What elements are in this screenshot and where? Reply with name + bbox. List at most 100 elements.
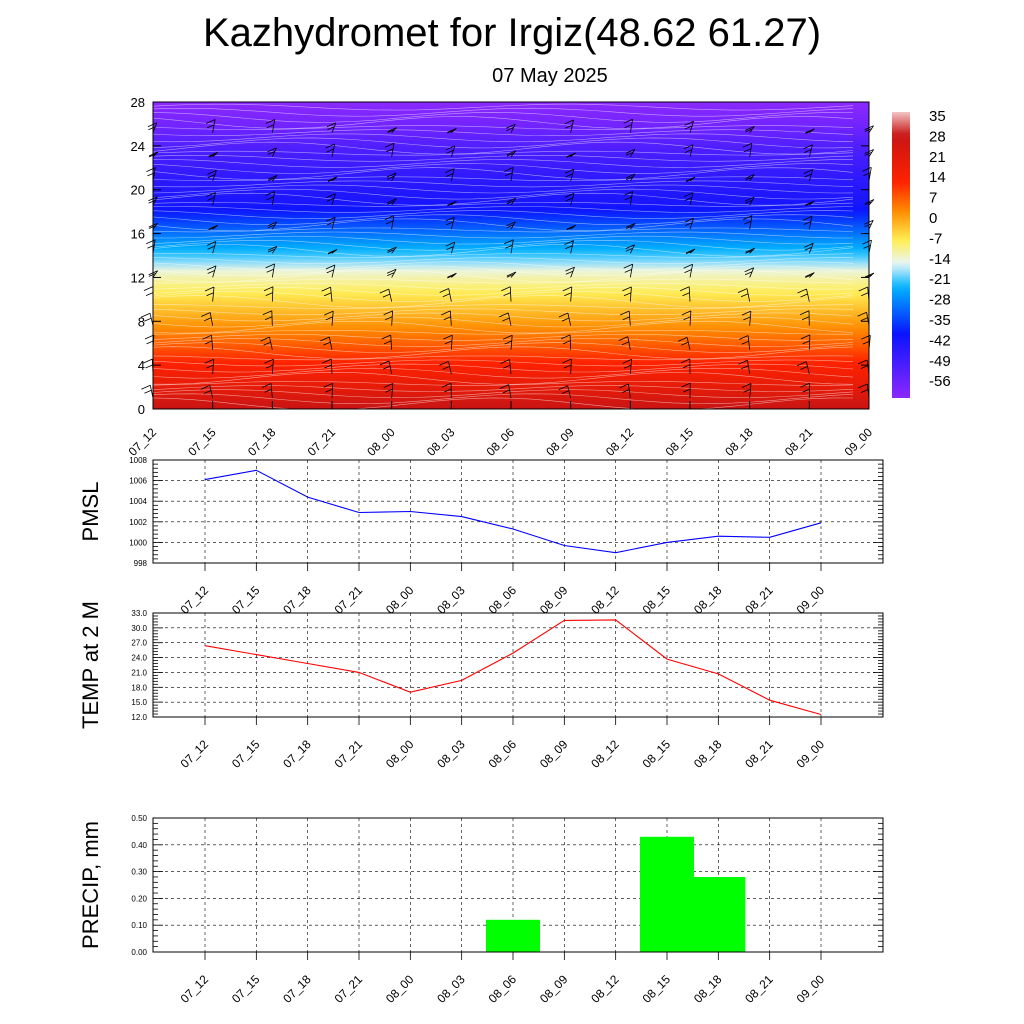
colorbar-label: -56	[929, 373, 951, 390]
wind-barb	[326, 216, 336, 230]
wind-barb	[737, 288, 751, 302]
vertical-profile-panel: 0 4 8 12 16 20 24 28 07_12 07_15 07_18 07_21 08_00 08…	[126, 95, 951, 459]
wind-barb	[379, 288, 393, 302]
wind-barb	[206, 241, 217, 254]
y-axis-label: TEMP at 2 M	[78, 601, 103, 729]
wind-barb	[805, 128, 815, 134]
colorbar-label: 21	[929, 149, 946, 166]
wind-barb	[742, 142, 753, 157]
precip-bar	[691, 877, 746, 952]
wind-barb	[499, 312, 512, 326]
x-tick-label: 07_12	[126, 425, 160, 459]
x-tick-label: 08_00	[383, 583, 417, 617]
colorbar-label: -21	[929, 271, 951, 288]
heatmap-field	[153, 102, 869, 409]
wind-barb	[445, 216, 455, 230]
precip-bar	[486, 919, 540, 952]
x-tick-label: 09_00	[842, 425, 876, 459]
wind-barb	[680, 286, 691, 302]
x-tick-label: 08_06	[486, 737, 520, 771]
wind-barb	[562, 286, 573, 302]
wind-barb	[201, 312, 214, 326]
y-tick-label: 20	[131, 183, 145, 198]
x-tick-label: 08_18	[722, 425, 756, 459]
colorbar-label: -7	[929, 230, 942, 247]
wind-barb	[208, 151, 218, 158]
wind-barb	[384, 215, 395, 230]
series-line	[204, 619, 822, 716]
x-tick-label: 08_12	[588, 583, 622, 617]
colorbar-label: 0	[929, 210, 937, 227]
wind-barb	[265, 191, 275, 206]
wind-barb	[207, 170, 217, 182]
wind-barb	[445, 168, 455, 182]
x-tick-label: 08_09	[537, 737, 571, 771]
x-tick-label: 08_09	[537, 972, 571, 1006]
colorbar-label: -42	[929, 332, 951, 349]
wind-barb	[327, 176, 338, 182]
colorbar	[892, 112, 910, 398]
x-tick-label: 08_00	[364, 425, 398, 459]
temp-panel: 33.0 30.0 27.0 24.0 21.0 18.0 15.0 12.0 07_12 07_…	[78, 601, 884, 771]
wind-barb	[800, 382, 810, 399]
wind-barb	[147, 122, 158, 133]
wind-barb	[504, 167, 514, 182]
y-tick-label: 998	[134, 559, 148, 568]
x-tick-label: 08_18	[691, 583, 725, 617]
x-tick-label: 07_18	[280, 583, 314, 617]
x-tick-label: 08_15	[640, 972, 674, 1006]
wind-barb	[799, 310, 810, 326]
wind-barb	[623, 263, 634, 278]
y-tick-label: 18.0	[131, 683, 147, 692]
panel-frame	[152, 612, 884, 718]
x-tick-label: 07_21	[332, 737, 366, 771]
wind-barb	[447, 128, 457, 134]
wind-barb	[744, 267, 755, 278]
wind-barb	[260, 336, 273, 350]
x-tick-label: 08_15	[640, 583, 674, 617]
wind-barb	[326, 193, 336, 206]
x-tick-label: 08_18	[691, 737, 725, 771]
colorbar-label: -49	[929, 353, 951, 370]
wind-barb	[619, 383, 631, 399]
precip-bar	[640, 836, 694, 952]
wind-barb	[685, 176, 696, 182]
x-tick-label: 07_21	[305, 425, 339, 459]
x-tick-label: 08_03	[434, 737, 468, 771]
colorbar-label: 35	[929, 108, 946, 125]
wind-barb	[560, 334, 572, 350]
grid-lines	[153, 613, 883, 717]
wind-barb	[804, 242, 814, 254]
x-tick-label: 08_00	[383, 972, 417, 1006]
wind-barb	[745, 126, 755, 133]
x-tick-label: 08_21	[742, 583, 776, 617]
wind-barb	[205, 119, 216, 133]
panel-frame	[152, 817, 884, 953]
wind-barb	[202, 334, 214, 350]
x-tick-label: 07_15	[229, 583, 263, 617]
wind-barb	[504, 239, 514, 254]
y-tick-label: 28	[131, 95, 145, 110]
wind-barb	[325, 143, 336, 157]
wind-barb	[741, 310, 752, 326]
x-tick-label: 08_03	[434, 583, 468, 617]
wind-barb	[684, 217, 694, 230]
x-tick-label: 08_21	[742, 972, 776, 1006]
wind-barb	[206, 192, 216, 206]
y-tick-label: 27.0	[131, 639, 147, 648]
wind-barb	[565, 266, 575, 278]
y-tick-label: 0.20	[131, 894, 147, 903]
y-tick-label: 21.0	[131, 668, 147, 677]
wind-barb	[206, 265, 217, 278]
wind-barb	[800, 334, 811, 350]
y-tick-label: 12.0	[131, 713, 147, 722]
chart-title: Kazhydromet for Irgiz(48.62 61.27)	[202, 11, 822, 55]
y-tick-label: 0.00	[131, 948, 147, 957]
wind-barb	[683, 144, 694, 157]
wind-barb	[208, 224, 218, 231]
wind-barb	[805, 272, 815, 278]
y-tick-label: 1002	[129, 518, 147, 527]
x-tick-label: 07_15	[229, 737, 263, 771]
y-tick-label: 12	[131, 270, 145, 285]
axis-ticks	[153, 612, 883, 725]
